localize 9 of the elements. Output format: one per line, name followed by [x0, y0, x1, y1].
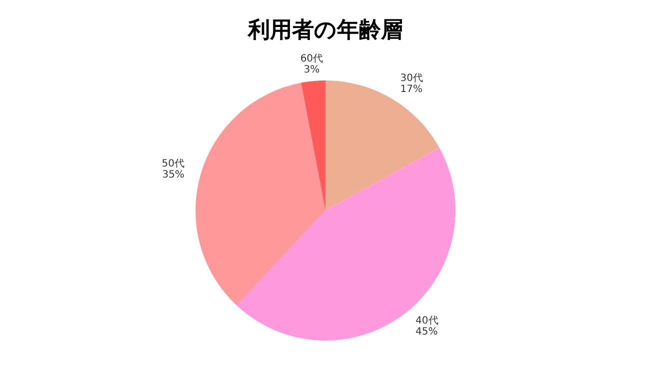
slice-label: 60代 [300, 53, 324, 64]
slice-label: 30代 [400, 73, 424, 84]
slice-label: 40代 [416, 316, 438, 327]
data-label: 3% [304, 64, 320, 76]
chart-title: 利用者の年齢層 [247, 18, 403, 43]
data-label: 35% [162, 170, 184, 181]
slice-label: 50代 [162, 158, 184, 170]
data-label: 17% [400, 84, 423, 96]
data-label: 45% [416, 326, 438, 338]
